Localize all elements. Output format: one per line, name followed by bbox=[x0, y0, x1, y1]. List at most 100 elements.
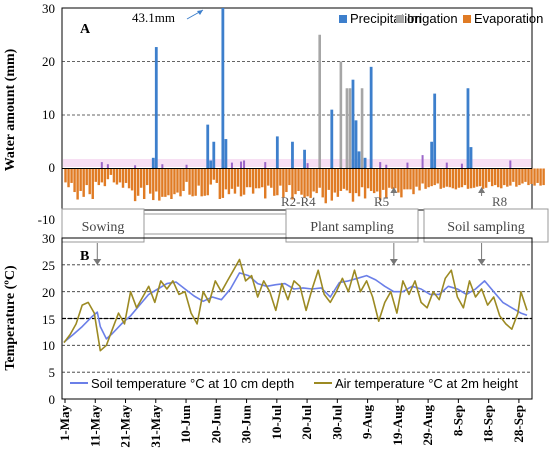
sowing-label: Sowing bbox=[82, 220, 125, 235]
bar-evaporation bbox=[306, 168, 309, 197]
bar-minor bbox=[421, 155, 424, 169]
x-tick-label: 31-May bbox=[148, 405, 163, 448]
bar-evaporation bbox=[351, 168, 355, 202]
panel-b-y-label: Temperature (ºC) bbox=[3, 265, 18, 371]
bar-evaporation bbox=[200, 168, 203, 197]
y-tick-b-20: 20 bbox=[42, 285, 55, 300]
bar-evaporation bbox=[500, 168, 503, 189]
x-tick-label: 1-May bbox=[57, 405, 72, 442]
bar-evaporation bbox=[457, 168, 461, 188]
bar-evaporation bbox=[406, 168, 409, 190]
bar-evaporation bbox=[185, 168, 188, 182]
bar-evaporation bbox=[182, 168, 185, 191]
bar-minor bbox=[100, 162, 103, 169]
panel-a-legend: Precipitation Irrigation Evaporation bbox=[339, 11, 543, 26]
bar-evaporation bbox=[79, 168, 82, 191]
bar-minor bbox=[230, 162, 233, 169]
bar-precipitation bbox=[151, 157, 155, 169]
bar-evaporation bbox=[533, 168, 536, 186]
bar-evaporation bbox=[312, 168, 315, 192]
bar-evaporation bbox=[530, 168, 533, 185]
bar-evaporation bbox=[276, 168, 279, 196]
bar-evaporation bbox=[403, 168, 406, 190]
bar-evaporation bbox=[152, 168, 155, 201]
bar-evaporation bbox=[397, 168, 400, 193]
panel-a: 30 20 10 0 -10 A 43.1mm Precipitation Ir… bbox=[3, 1, 545, 227]
stage-arrowhead bbox=[478, 187, 486, 193]
legend-evaporation-swatch bbox=[463, 15, 471, 23]
bar-precipitation bbox=[212, 141, 216, 169]
bar-evaporation bbox=[264, 168, 267, 199]
bar-irrigation bbox=[345, 88, 349, 169]
bar-minor bbox=[264, 162, 267, 169]
bar-evaporation bbox=[463, 168, 467, 186]
bar-evaporation bbox=[330, 168, 334, 201]
bar-evaporation bbox=[427, 168, 430, 188]
bar-minor bbox=[243, 160, 246, 169]
bar-evaporation bbox=[309, 168, 312, 198]
bar-evaporation bbox=[439, 168, 442, 189]
bar-evaporation bbox=[73, 168, 76, 193]
y-tick-b-25: 25 bbox=[42, 258, 55, 273]
bar-minor bbox=[509, 160, 512, 169]
bar-evaporation bbox=[506, 168, 509, 187]
bar-evaporation bbox=[251, 168, 255, 194]
panel-b-legend: Soil temperature °C at 10 cm depth Air t… bbox=[70, 376, 518, 391]
x-tick-label: 30-Jun bbox=[239, 404, 254, 443]
bar-evaporation bbox=[70, 168, 73, 183]
bar-evaporation bbox=[245, 168, 249, 188]
bar-minor bbox=[161, 164, 164, 169]
bar-evaporation bbox=[521, 168, 524, 184]
bar-evaporation bbox=[515, 168, 518, 187]
bar-evaporation bbox=[260, 168, 264, 188]
y-tick-b-10: 10 bbox=[42, 338, 55, 353]
bar-evaporation bbox=[142, 168, 146, 199]
bar-precipitation bbox=[469, 147, 473, 169]
bar-evaporation bbox=[106, 168, 110, 180]
bar-evaporation bbox=[348, 168, 352, 194]
panel-b-y-ticks: 30 25 20 15 10 5 0 bbox=[42, 231, 55, 407]
bar-evaporation bbox=[542, 168, 545, 186]
bar-evaporation bbox=[158, 168, 161, 201]
bar-evaporation bbox=[375, 168, 379, 192]
bar-evaporation bbox=[227, 168, 231, 195]
series-soil-temperature bbox=[63, 272, 528, 343]
bar-evaporation bbox=[527, 168, 530, 186]
x-tick-label: 28-Sep bbox=[511, 405, 526, 443]
bar-evaporation bbox=[303, 168, 306, 198]
bar-evaporation bbox=[88, 168, 91, 195]
bar-evaporation bbox=[409, 168, 412, 190]
bar-evaporation bbox=[130, 168, 134, 191]
bar-precipitation bbox=[221, 8, 225, 169]
bar-evaporation bbox=[360, 168, 364, 188]
x-tick-label: 10-Jun bbox=[178, 404, 193, 443]
bar-evaporation bbox=[379, 168, 382, 201]
bar-evaporation bbox=[167, 168, 170, 196]
bar-evaporation bbox=[103, 168, 107, 187]
bar-evaporation bbox=[146, 168, 149, 186]
bar-evaporation bbox=[524, 168, 527, 182]
bar-evaporation bbox=[484, 168, 488, 188]
bar-precipitation bbox=[351, 79, 355, 169]
bar-minor bbox=[379, 162, 382, 169]
bar-evaporation bbox=[436, 168, 439, 184]
bar-evaporation bbox=[85, 168, 88, 186]
bar-precipitation bbox=[357, 151, 361, 169]
soil-sampling-label: Soil sampling bbox=[447, 220, 524, 235]
legend-irrigation-swatch bbox=[396, 15, 404, 23]
bar-evaporation bbox=[451, 168, 455, 189]
bar-evaporation bbox=[273, 168, 276, 196]
bar-minor bbox=[240, 161, 243, 169]
bar-precipitation bbox=[330, 109, 334, 169]
panel-a-bars bbox=[62, 8, 545, 204]
bar-evaporation bbox=[391, 168, 394, 189]
bar-precipitation bbox=[369, 66, 373, 169]
bar-evaporation bbox=[357, 168, 361, 197]
bar-evaporation bbox=[424, 168, 427, 189]
bar-minor bbox=[106, 164, 109, 169]
bar-evaporation bbox=[336, 168, 340, 197]
bar-evaporation bbox=[188, 168, 191, 195]
bar-evaporation bbox=[433, 168, 436, 186]
bar-precipitation bbox=[466, 88, 470, 169]
bar-evaporation bbox=[518, 168, 521, 186]
